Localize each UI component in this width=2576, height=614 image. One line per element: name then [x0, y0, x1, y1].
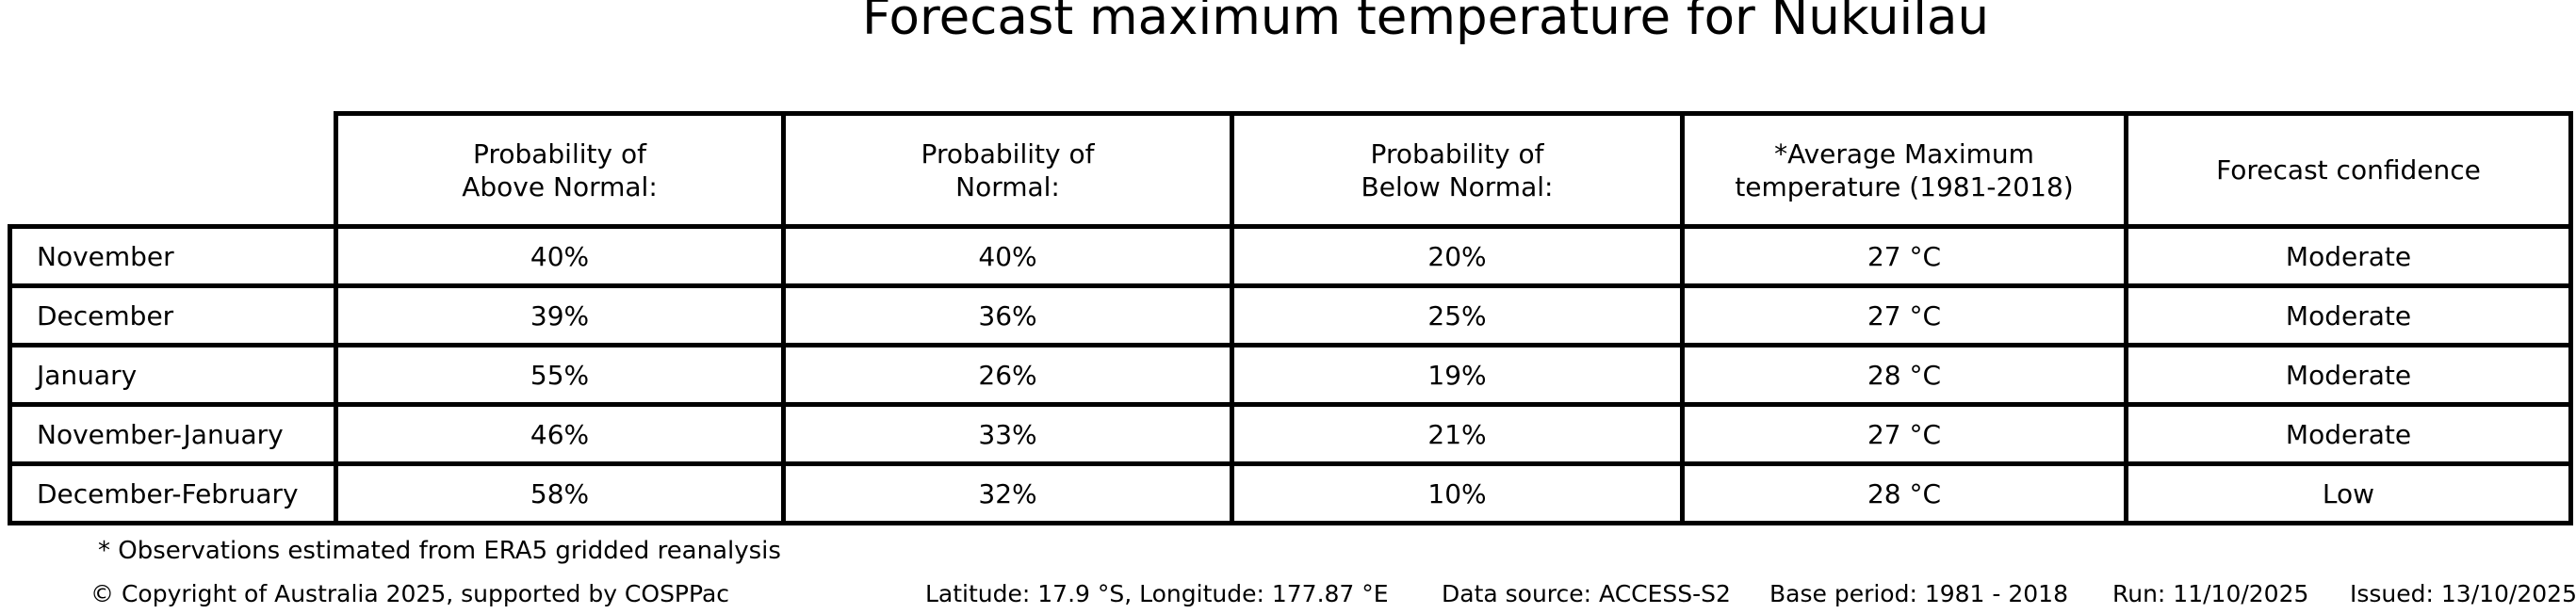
period-label: November-January [8, 402, 338, 466]
run-date-text: Run: 11/10/2025 [2112, 580, 2309, 607]
forecast-confidence-value: Moderate [2124, 343, 2573, 407]
forecast-confidence-value: Moderate [2124, 402, 2573, 466]
normal-value: 40% [781, 224, 1234, 288]
copyright-text: © Copyright of Australia 2025, supported… [90, 580, 730, 607]
above-normal-value: 58% [334, 461, 786, 525]
header-above-normal: Probability of Above Normal: [334, 111, 786, 229]
forecast-confidence-value: Moderate [2124, 283, 2573, 347]
above-normal-value: 40% [334, 224, 786, 288]
below-normal-value: 25% [1230, 283, 1685, 347]
average-max-temp-value: 27 °C [1680, 224, 2128, 288]
table-row-december-february: December-February 58% 32% 10% 28 °C Low [8, 461, 2573, 525]
below-normal-value: 21% [1230, 402, 1685, 466]
table-row-november-january: November-January 46% 33% 21% 27 °C Moder… [8, 402, 2573, 466]
normal-value: 33% [781, 402, 1234, 466]
below-normal-value: 10% [1230, 461, 1685, 525]
normal-value: 36% [781, 283, 1234, 347]
header-empty-cell [10, 114, 336, 227]
table-row-november: November 40% 40% 20% 27 °C Moderate [8, 224, 2573, 288]
period-label: December-February [8, 461, 338, 525]
period-label: January [8, 343, 338, 407]
normal-value: 32% [781, 461, 1234, 525]
below-normal-value: 19% [1230, 343, 1685, 407]
data-source-text: Data source: ACCESS-S2 [1442, 580, 1731, 607]
below-normal-value: 20% [1230, 224, 1685, 288]
forecast-table: Probability of Above Normal: Probability… [8, 111, 2573, 525]
forecast-confidence-value: Moderate [2124, 224, 2573, 288]
table-row-january: January 55% 26% 19% 28 °C Moderate [8, 343, 2573, 407]
header-average-max-temp: *Average Maximum temperature (1981-2018) [1680, 111, 2128, 229]
average-max-temp-value: 27 °C [1680, 283, 2128, 347]
normal-value: 26% [781, 343, 1234, 407]
header-below-normal: Probability of Below Normal: [1230, 111, 1685, 229]
issued-date-text: Issued: 13/10/2025 [2350, 580, 2576, 607]
above-normal-value: 55% [334, 343, 786, 407]
forecast-confidence-value: Low [2124, 461, 2573, 525]
observations-footnote: * Observations estimated from ERA5 gridd… [98, 537, 781, 565]
average-max-temp-value: 28 °C [1680, 461, 2128, 525]
average-max-temp-value: 27 °C [1680, 402, 2128, 466]
header-normal: Probability of Normal: [781, 111, 1234, 229]
above-normal-value: 46% [334, 402, 786, 466]
average-max-temp-value: 28 °C [1680, 343, 2128, 407]
above-normal-value: 39% [334, 283, 786, 347]
period-label: December [8, 283, 338, 347]
page-title: Forecast maximum temperature for Nukuila… [861, 0, 1990, 46]
table-row-december: December 39% 36% 25% 27 °C Moderate [8, 283, 2573, 347]
period-label: November [8, 224, 338, 288]
lat-long-text: Latitude: 17.9 °S, Longitude: 177.87 °E [925, 580, 1389, 607]
base-period-text: Base period: 1981 - 2018 [1769, 580, 2068, 607]
header-forecast-confidence: Forecast confidence [2124, 111, 2573, 229]
table-header-row: Probability of Above Normal: Probability… [10, 111, 2573, 229]
